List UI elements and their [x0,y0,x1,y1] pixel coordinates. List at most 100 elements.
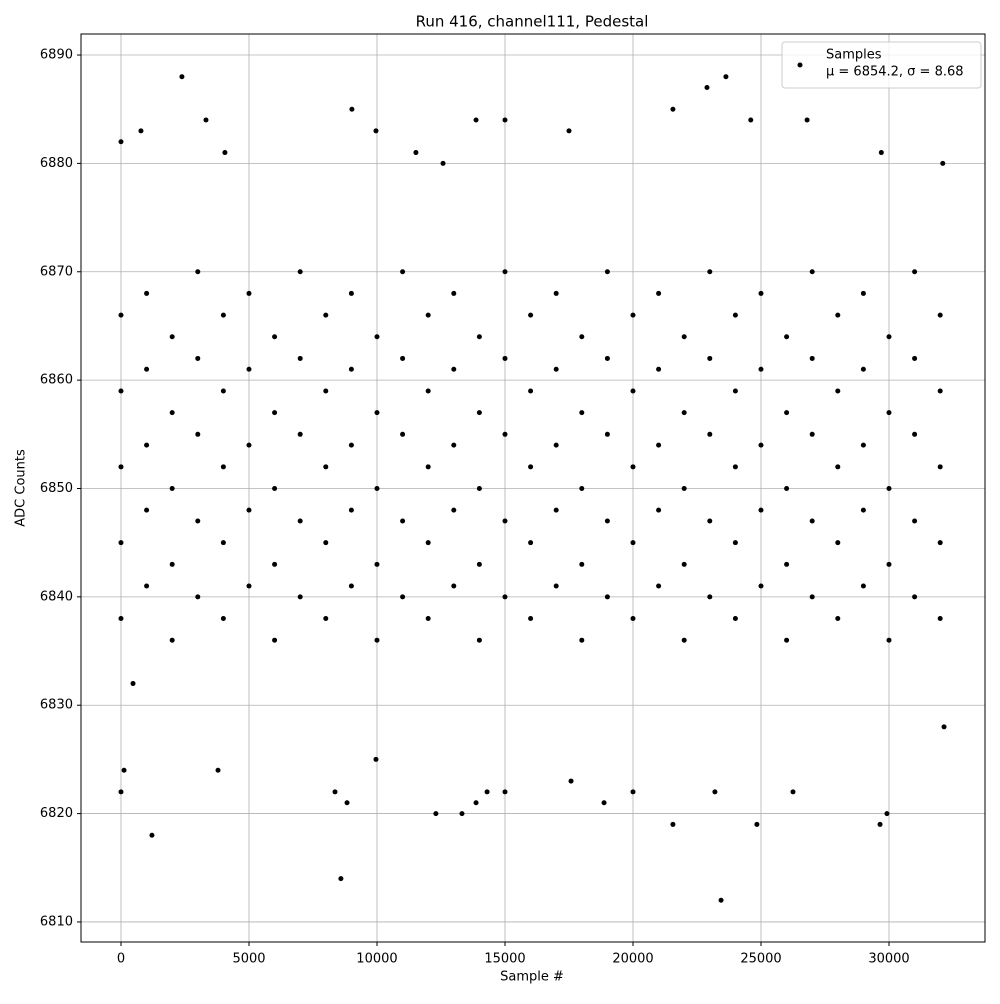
sample-point [784,334,790,340]
sample-point [528,312,534,318]
sample-point [940,160,946,166]
sample-point [220,312,226,318]
sample-point [502,431,508,437]
sample-point [912,518,918,524]
sample-point [484,789,490,795]
y-tick-label: 6820 [40,806,73,821]
y-tick-label: 6870 [40,264,73,279]
sample-point [604,518,610,524]
sample-point [118,139,124,145]
sample-point [451,507,457,513]
sample-point [332,789,338,795]
sample-point [809,269,815,275]
sample-point [451,442,457,448]
sample-point [553,366,559,372]
sample-point [681,410,687,416]
sample-point [203,117,209,123]
sample-point [604,355,610,361]
sample-point [732,388,738,394]
sample-point [297,355,303,361]
sample-point [707,431,713,437]
sample-point [400,518,406,524]
sample-point [937,388,943,394]
sample-point [656,583,662,589]
sample-point [400,431,406,437]
sample-point [912,431,918,437]
sample-point [707,355,713,361]
sample-point [758,290,764,296]
sample-point [886,561,892,567]
sample-point [502,269,508,275]
chart-title: Run 416, channel111, Pedestal [416,13,649,31]
sample-point [118,464,124,470]
sample-point [272,410,278,416]
sample-point [338,876,344,882]
sample-point [502,117,508,123]
sample-point [860,583,866,589]
sample-point [630,464,636,470]
sample-point [886,410,892,416]
y-tick-label: 6880 [40,156,73,171]
sample-point [246,507,252,513]
sample-point [937,464,943,470]
sample-point [604,431,610,437]
x-tick-label: 5000 [232,952,265,967]
sample-point [169,410,175,416]
sample-point [138,128,144,134]
sample-point [323,540,329,546]
sample-point [630,312,636,318]
y-tick-label: 6860 [40,373,73,388]
sample-point [220,464,226,470]
sample-point [348,366,354,372]
sample-point [246,366,252,372]
sample-point [712,789,718,795]
sample-point [297,594,303,600]
sample-point [656,290,662,296]
sample-point [220,388,226,394]
sample-point [937,540,943,546]
sample-point [121,767,127,773]
sample-point [656,442,662,448]
sample-point [835,616,841,622]
sample-point [937,312,943,318]
sample-point [144,290,150,296]
sample-point [718,897,724,903]
legend-label: Samples [826,48,882,63]
sample-point [502,594,508,600]
legend-stats: μ = 6854.2, σ = 8.68 [826,65,964,80]
x-tick-label: 10000 [356,952,397,967]
sample-point [169,561,175,567]
sample-point [835,312,841,318]
sample-point [374,410,380,416]
sample-point [604,269,610,275]
sample-point [758,507,764,513]
sample-point [323,616,329,622]
legend-marker [797,62,803,68]
sample-point [215,767,221,773]
sample-point [272,485,278,491]
sample-point [912,269,918,275]
sample-point [877,821,883,827]
sample-point [297,518,303,524]
sample-point [272,637,278,643]
sample-point [440,160,446,166]
sample-point [886,485,892,491]
sample-point [348,507,354,513]
sample-point [601,800,607,806]
sample-point [681,637,687,643]
sample-point [374,637,380,643]
sample-point [195,431,201,437]
y-tick-label: 6840 [40,589,73,604]
sample-point [656,366,662,372]
sample-point [553,507,559,513]
sample-point [579,485,585,491]
sample-point [579,334,585,340]
sample-point [400,269,406,275]
sample-point [348,583,354,589]
y-axis-label: ADC Counts [14,449,29,527]
sample-point [809,594,815,600]
sample-point [670,106,676,112]
sample-point [528,464,534,470]
sample-point [758,366,764,372]
